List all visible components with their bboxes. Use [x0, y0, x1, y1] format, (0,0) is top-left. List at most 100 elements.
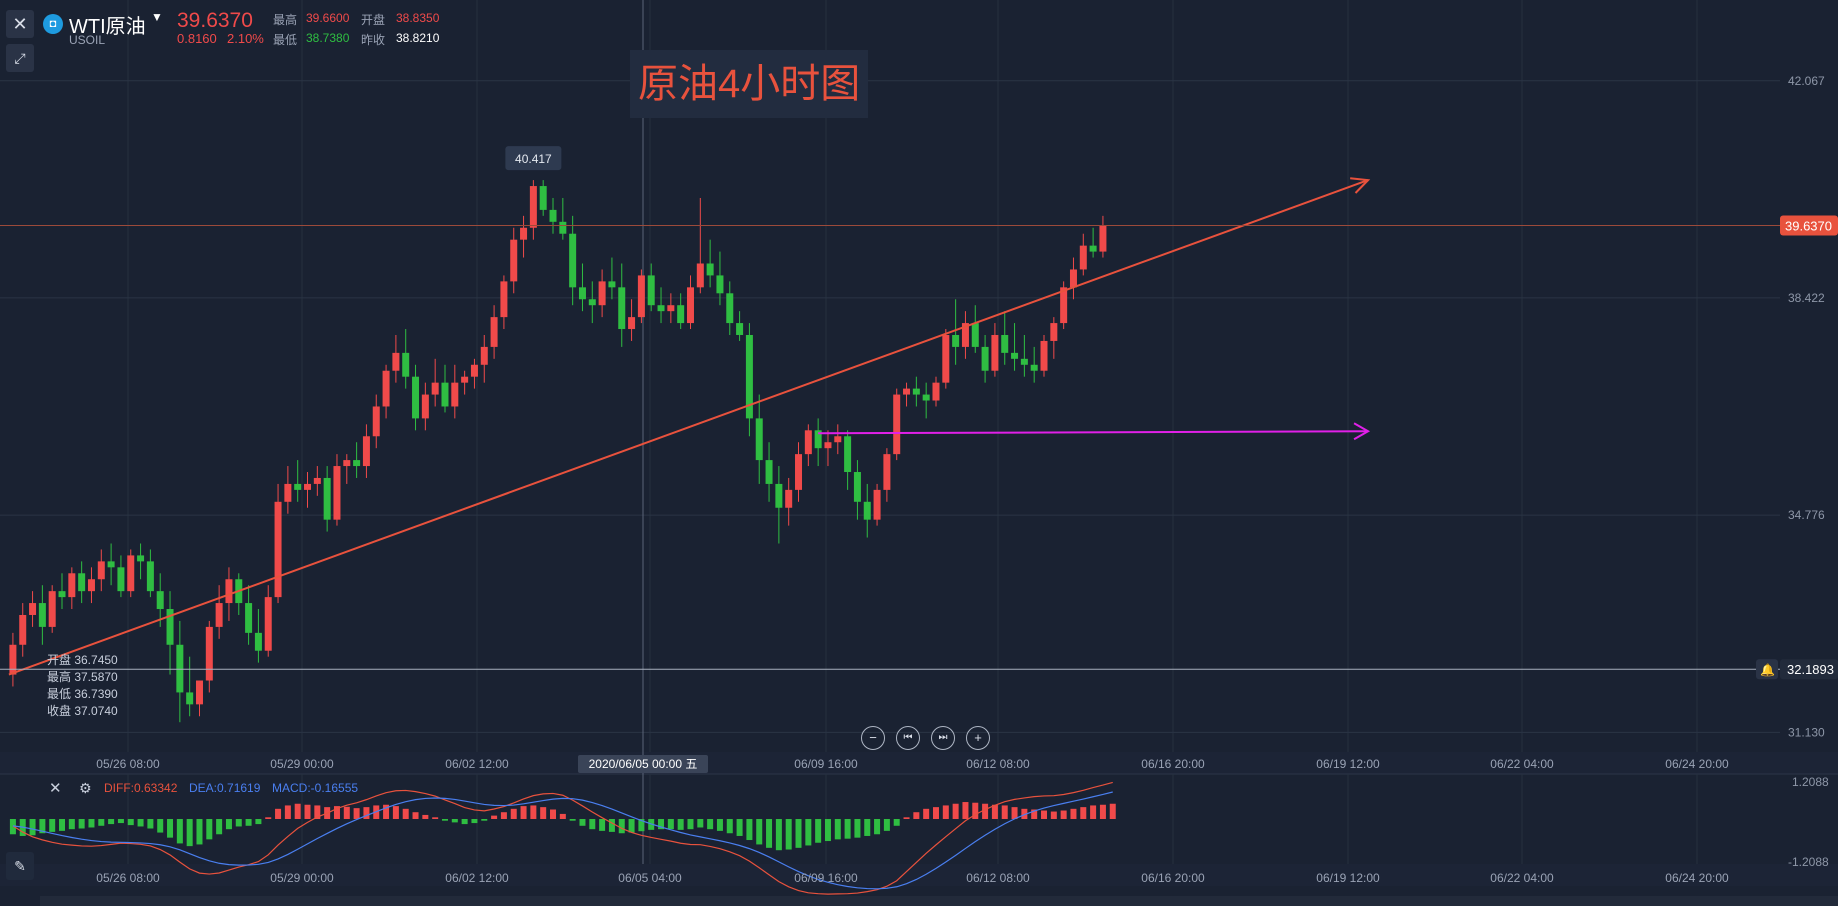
macd-time-label-9: 06/24 20:00 — [1665, 871, 1729, 885]
candle-27 — [274, 501, 282, 598]
scroll-start-button[interactable]: ⏮ — [896, 726, 920, 750]
chevron-down-icon[interactable]: ▼ — [151, 10, 163, 24]
candle-80 — [795, 454, 803, 490]
candle-51 — [510, 239, 518, 282]
period-bar — [40, 896, 1838, 906]
macd-bar-13 — [137, 819, 144, 827]
candle-102 — [1011, 352, 1019, 359]
ohlc-low: 最低 36.7390 — [47, 687, 118, 701]
macd-bar-7 — [78, 819, 85, 829]
candle-12 — [127, 555, 135, 592]
macd-bar-29 — [294, 803, 301, 819]
candle-60 — [598, 281, 606, 306]
candle-40 — [402, 352, 410, 377]
macd-bar-111 — [1099, 804, 1106, 819]
macd-time-label-8: 06/22 04:00 — [1490, 871, 1554, 885]
candle-24 — [245, 603, 253, 633]
candle-52 — [520, 227, 528, 240]
candle-31 — [313, 477, 321, 484]
macd-tick-bottom: -1.2088 — [1788, 855, 1829, 869]
candle-46 — [461, 376, 469, 383]
macd-bar-14 — [147, 819, 154, 829]
macd-bar-25 — [255, 819, 262, 825]
zoom-out-button[interactable]: − — [861, 726, 885, 750]
hover-time-label: 06/19 12:00 — [1316, 757, 1380, 771]
candle-82 — [814, 430, 822, 449]
macd-bar-16 — [167, 819, 174, 838]
candle-100 — [991, 334, 999, 371]
macd-bar-18 — [186, 819, 193, 847]
candle-83 — [824, 442, 832, 449]
macd-bar-53 — [530, 805, 537, 819]
candle-20 — [205, 626, 213, 681]
candle-67 — [667, 305, 675, 312]
symbol-name[interactable]: WTI原油 — [69, 16, 146, 38]
time-label-7: 06/24 20:00 — [1665, 757, 1729, 771]
candle-30 — [304, 483, 312, 490]
draw-line-icon[interactable]: ⤢ — [6, 44, 34, 72]
macd-bar-36 — [363, 807, 370, 819]
macd-bar-4 — [49, 819, 56, 832]
macd-bar-102 — [1011, 807, 1018, 819]
candle-92 — [912, 388, 920, 395]
candle-73 — [726, 293, 734, 324]
candle-79 — [785, 489, 793, 508]
candle-107 — [1060, 287, 1068, 324]
price-change: 0.8160 — [177, 31, 217, 46]
macd-time-label-6: 06/16 20:00 — [1141, 871, 1205, 885]
candle-55 — [549, 209, 557, 222]
macd-dea-line — [12, 791, 1113, 890]
candle-110 — [1089, 245, 1097, 252]
price-tick-1: 38.422 — [1788, 291, 1825, 305]
time-axis-band — [0, 752, 1838, 774]
candle-62 — [618, 287, 626, 330]
candle-49 — [490, 317, 498, 347]
candle-7 — [78, 573, 86, 592]
crosshair-time-box — [578, 755, 708, 773]
price-change-pct: 2.10% — [227, 31, 264, 46]
candle-26 — [264, 597, 272, 651]
peak-label-box — [505, 146, 562, 171]
last-price: 39.6370 — [177, 9, 253, 32]
candle-33 — [333, 466, 341, 520]
candle-105 — [1040, 340, 1048, 371]
zoom-in-button[interactable]: + — [966, 726, 990, 750]
candle-16 — [166, 609, 174, 645]
macd-bar-95 — [942, 805, 949, 819]
candle-2 — [29, 603, 37, 615]
macd-time-axis-band — [0, 864, 1838, 886]
macd-bar-101 — [1001, 805, 1008, 819]
candle-39 — [392, 352, 400, 371]
candle-45 — [451, 382, 459, 407]
scroll-end-button[interactable]: ⏭ — [931, 726, 955, 750]
symbol-header: ◘ WTI原油 ▼ USOIL 39.6370 0.8160 2.10% 最高 … — [0, 0, 500, 52]
candle-19 — [195, 680, 203, 705]
time-label-1: 05/29 00:00 — [270, 757, 334, 771]
macd-bar-8 — [88, 819, 95, 828]
candle-54 — [539, 186, 547, 210]
high-value: 39.6600 — [306, 11, 350, 25]
macd-bar-66 — [658, 819, 665, 830]
macd-bar-89 — [883, 819, 890, 831]
macd-bar-84 — [834, 819, 841, 840]
candle-32 — [323, 477, 331, 520]
candle-3 — [38, 603, 46, 627]
candle-50 — [500, 281, 508, 318]
macd-bar-67 — [667, 819, 674, 830]
candle-71 — [706, 263, 714, 276]
macd-bar-78 — [775, 819, 782, 851]
candle-65 — [647, 275, 655, 306]
close-icon[interactable]: ✕ — [6, 10, 34, 38]
macd-bar-104 — [1031, 809, 1038, 819]
macd-bar-20 — [206, 819, 213, 840]
macd-bar-23 — [235, 819, 242, 827]
macd-bar-74 — [736, 819, 743, 836]
time-label-3: 06/09 16:00 — [794, 757, 858, 771]
candle-6 — [68, 573, 76, 598]
macd-bar-50 — [500, 812, 507, 819]
macd-bar-60 — [599, 819, 606, 831]
macd-bar-11 — [117, 819, 124, 824]
edit-icon[interactable]: ✎ — [6, 852, 34, 880]
macd-bar-58 — [579, 819, 586, 826]
